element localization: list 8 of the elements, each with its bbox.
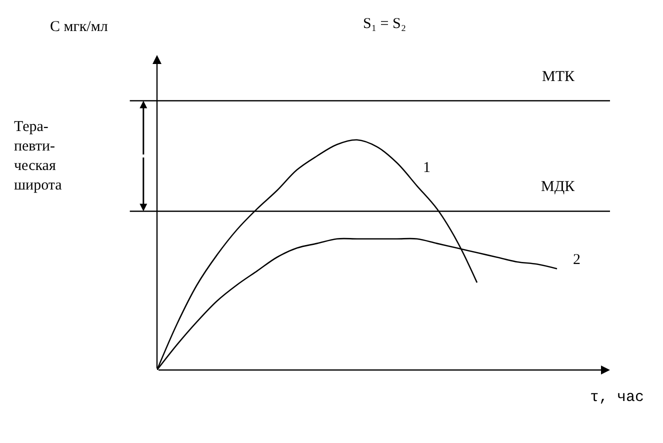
x-axis-title: τ, час [590,389,644,406]
ref-line-label: МДК [541,179,576,195]
text: Тера- певти- ческая широта [14,119,62,194]
series-label: 1 [423,160,430,176]
series-label: 2 [573,252,580,268]
text: С мгк/мл [50,19,108,35]
chart-title: S₁ = S₂ [362,16,406,32]
ref-line-label: МТК [542,69,576,85]
